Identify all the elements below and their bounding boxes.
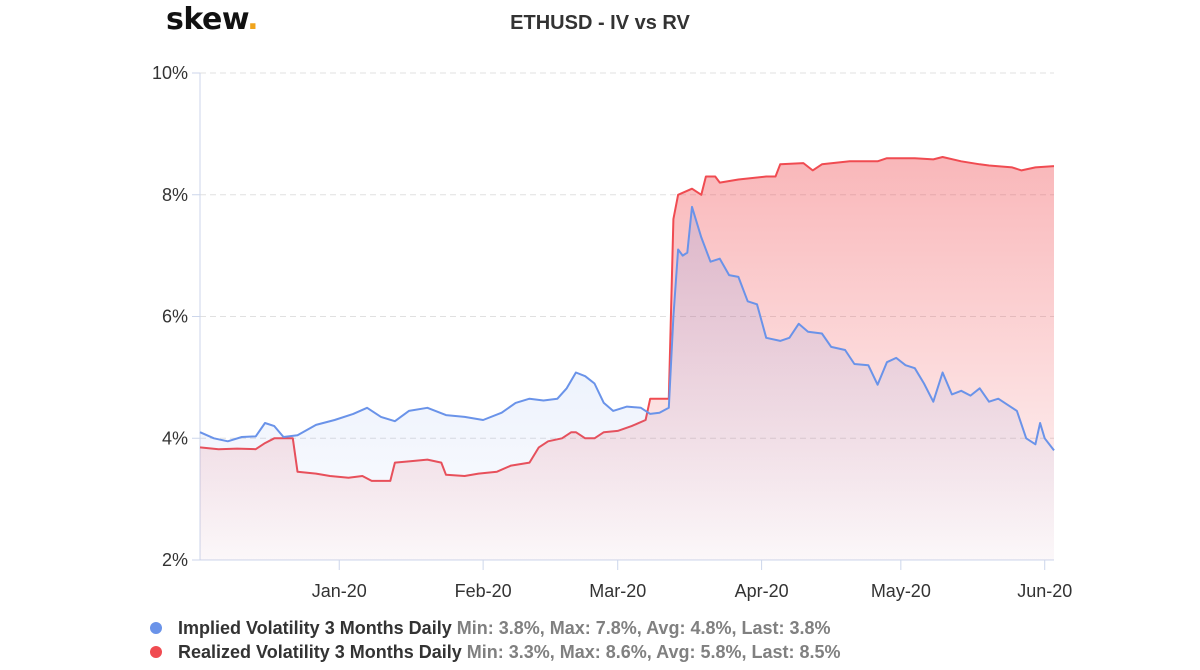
logo-text: skew [166, 2, 248, 37]
implied-volatility-area [200, 206, 1054, 560]
x-tick-label: Apr-20 [735, 581, 789, 601]
x-tick-label: Jan-20 [312, 581, 367, 601]
implied-volatility-line [199, 205, 1055, 452]
y-tick-label: 2% [162, 550, 188, 570]
legend-marker-rv [150, 646, 162, 658]
legend-label-rv: Realized Volatility 3 Months Daily [178, 642, 462, 662]
legend-marker-iv [150, 622, 162, 634]
logo-dot: . [247, 2, 259, 37]
legend-stats-rv: Min: 3.3%, Max: 8.6%, Avg: 5.8%, Last: 8… [466, 642, 841, 662]
y-tick-label: 10% [152, 63, 188, 83]
x-tick-label: May-20 [871, 581, 931, 601]
legend-item-rv[interactable]: Realized Volatility 3 Months Daily Min: … [150, 640, 841, 664]
x-tick-label: Mar-20 [589, 581, 646, 601]
chart-title: ETHUSD - IV vs RV [510, 12, 690, 34]
x-tick-label: Jun-20 [1017, 581, 1072, 601]
legend-stats-iv: Min: 3.8%, Max: 7.8%, Avg: 4.8%, Last: 3… [456, 618, 831, 638]
x-tick-label: Feb-20 [455, 581, 512, 601]
y-tick-label: 8% [162, 185, 188, 205]
y-tick-label: 4% [162, 428, 188, 448]
legend-label-iv: Implied Volatility 3 Months Daily [178, 618, 452, 638]
legend-item-iv[interactable]: Implied Volatility 3 Months Daily Min: 3… [150, 616, 841, 640]
legend: Implied Volatility 3 Months Daily Min: 3… [150, 616, 841, 664]
y-tick-label: 6% [162, 307, 188, 327]
skew-logo: skew. [166, 2, 259, 37]
tick-labels: 2% 4% 6% 8% 10% Jan-20 Feb-20 Mar-20 Apr-20 May-2… [152, 63, 1072, 601]
series-layer [199, 156, 1055, 560]
